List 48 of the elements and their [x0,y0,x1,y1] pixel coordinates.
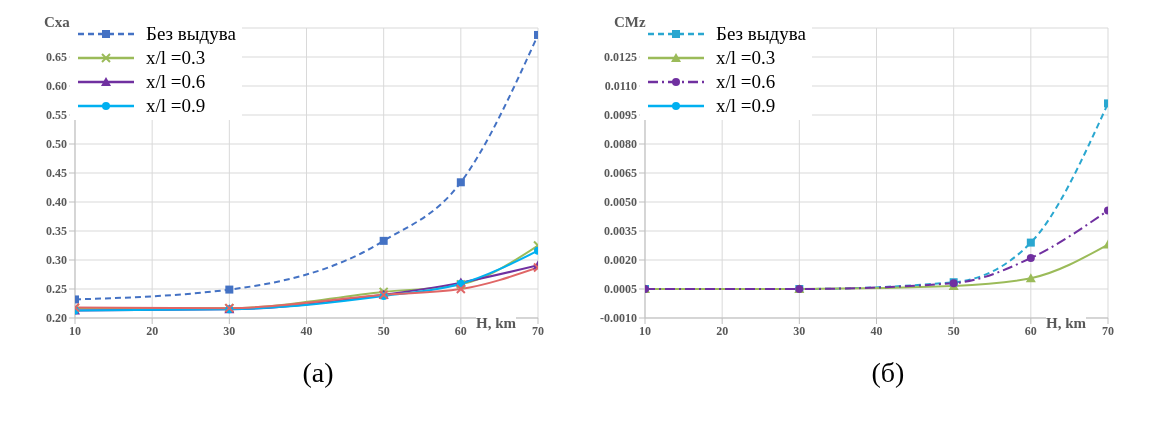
y-tick-label: -0.0010 [600,311,637,326]
legend-label: x/l =0.3 [716,47,776,69]
legend-label: x/l =0.6 [716,71,776,93]
y-tick-label: 0.25 [46,282,67,297]
x-tick-label: 60 [454,323,467,338]
x-tick-label: 20 [716,323,729,338]
legend-label: Без выдува [146,23,236,45]
legend-label: Без выдува [716,23,806,45]
x-tick-label: 30 [223,323,236,338]
y-tick-label: 0.0065 [604,166,637,181]
y-tick-label: 0.0080 [604,137,637,152]
text: (а) [301,357,335,389]
y-tick-label: 0.65 [46,50,67,65]
y-axis-title: Cxa [44,14,70,31]
text: (б) [870,357,906,389]
y-tick-label: 0.0050 [604,195,637,210]
x-axis-title: H, km [1046,315,1087,332]
y-tick-label: 0.0005 [604,282,637,297]
x-tick-label: 30 [793,323,806,338]
legend-label: x/l =0.6 [146,71,206,93]
x-tick-label: 60 [1024,323,1037,338]
y-tick-label: 0.0125 [604,50,637,65]
x-tick-label: 40 [300,323,313,338]
x-tick-label: 50 [377,323,390,338]
y-tick-label: 0.0020 [604,253,637,268]
x-tick-label: 70 [532,323,544,338]
y-tick-label: 0.40 [46,195,67,210]
x-tick-label: 70 [1102,323,1114,338]
y-tick-label: 0.35 [46,224,67,239]
y-axis-title: CMz [614,14,646,31]
legend-label: x/l =0.3 [146,47,206,69]
y-tick-label: 0.30 [46,253,67,268]
x-tick-label: 40 [870,323,883,338]
y-tick-label: 0.20 [46,311,67,326]
legend-label: x/l =0.9 [146,95,206,117]
legend-label: x/l =0.9 [716,95,776,117]
x-tick-label: 10 [639,323,651,338]
y-tick-label: 0.55 [46,108,67,123]
y-tick-label: 0.60 [46,79,67,94]
y-tick-label: 0.50 [46,137,67,152]
x-tick-label: 10 [69,323,81,338]
x-tick-label: 50 [947,323,960,338]
y-tick-label: 0.0095 [604,108,637,123]
y-tick-label: 0.0035 [604,224,637,239]
x-axis-title: H, km [476,315,517,332]
x-tick-label: 20 [146,323,159,338]
y-tick-label: 0.45 [46,166,67,181]
y-tick-label: 0.0110 [604,79,637,94]
